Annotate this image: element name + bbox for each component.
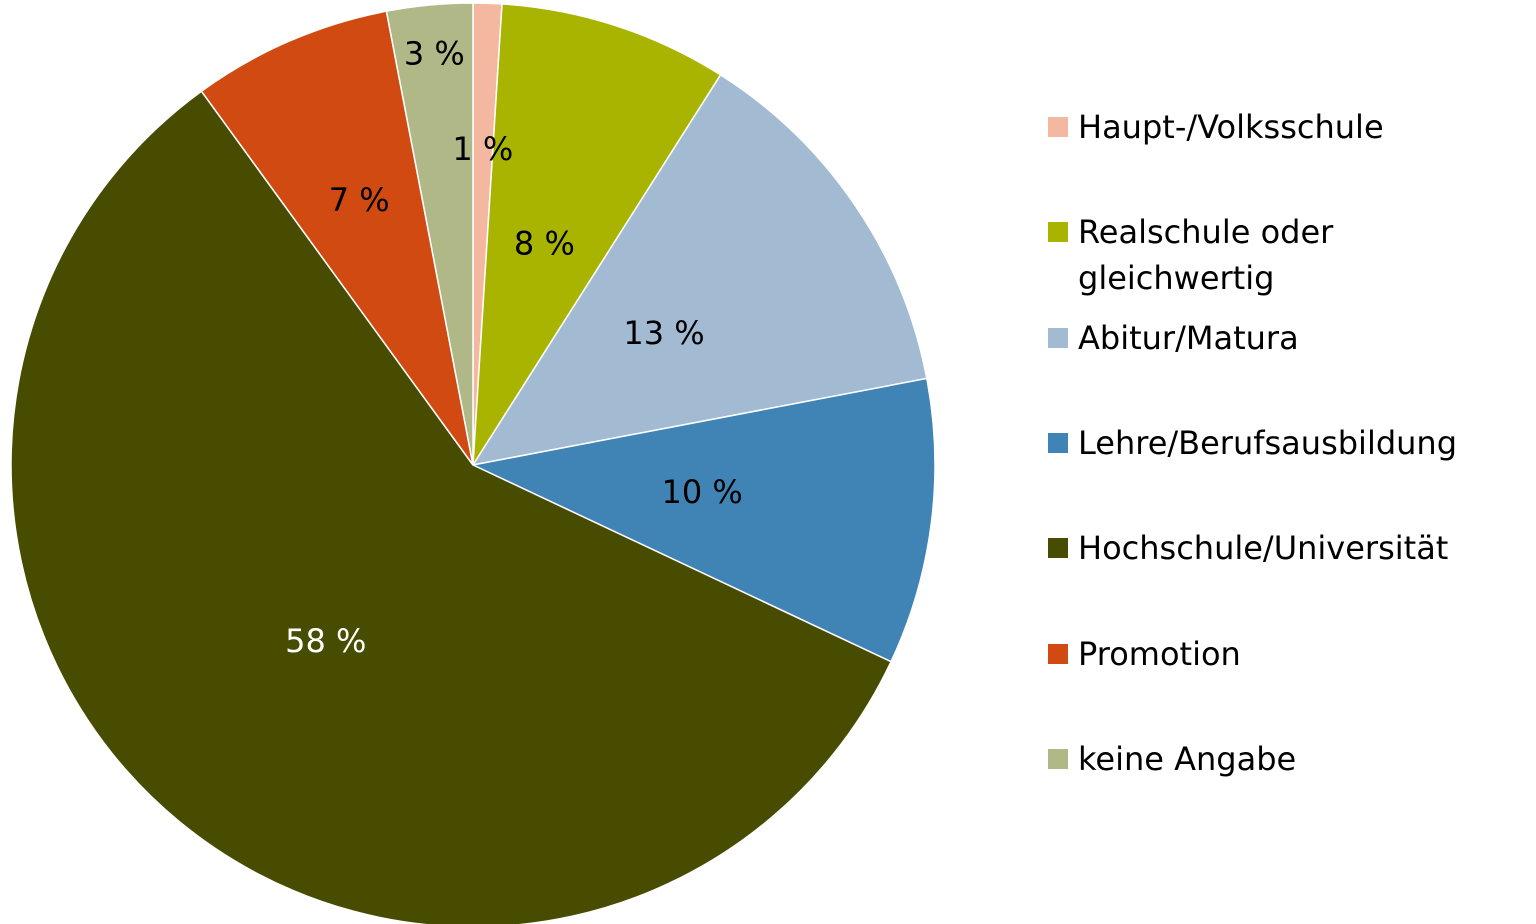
data-label: 10 % [662,473,743,511]
legend-swatch [1048,327,1068,348]
legend-label: Promotion [1078,634,1241,673]
legend-label: Hochschule/Universität [1078,529,1449,568]
data-label: 8 % [514,224,575,262]
legend-item: Promotion [1048,631,1518,677]
data-label: 3 % [404,35,465,73]
legend-swatch [1048,643,1068,664]
pie-slice [200,10,474,466]
legend-item: Hochschule/Universität [1048,525,1518,571]
pie-slice [471,73,928,467]
data-label: 1 % [452,130,513,168]
data-label: 58 % [285,622,366,660]
legend-swatch [1048,222,1068,243]
legend-item: keine Angabe [1048,736,1518,782]
legend-swatch [1048,538,1068,559]
data-label: 7 % [329,181,390,219]
pie-slice [385,2,474,466]
legend-swatch [1048,748,1068,769]
legend-item: Abitur/Matura [1048,315,1518,361]
data-label: 13 % [623,314,704,352]
legend-item: Lehre/Berufsausbildung [1048,420,1518,466]
pie-slice [470,377,936,663]
legend-label: keine Angabe [1078,739,1297,778]
legend-item: Realschule oder gleichwertig [1048,209,1518,301]
legend-label: Haupt-/Volksschule [1078,108,1384,146]
legend-swatch [1048,117,1068,137]
pie-slice [472,3,722,466]
pie-slice [10,90,893,924]
legend-swatch [1048,432,1068,453]
legend-item: Haupt-/Volksschule [1048,104,1518,150]
legend-label: Lehre/Berufsausbildung [1078,423,1458,462]
legend-label: Abitur/Matura [1078,318,1299,357]
legend-label: Realschule oder gleichwertig [1078,213,1334,298]
